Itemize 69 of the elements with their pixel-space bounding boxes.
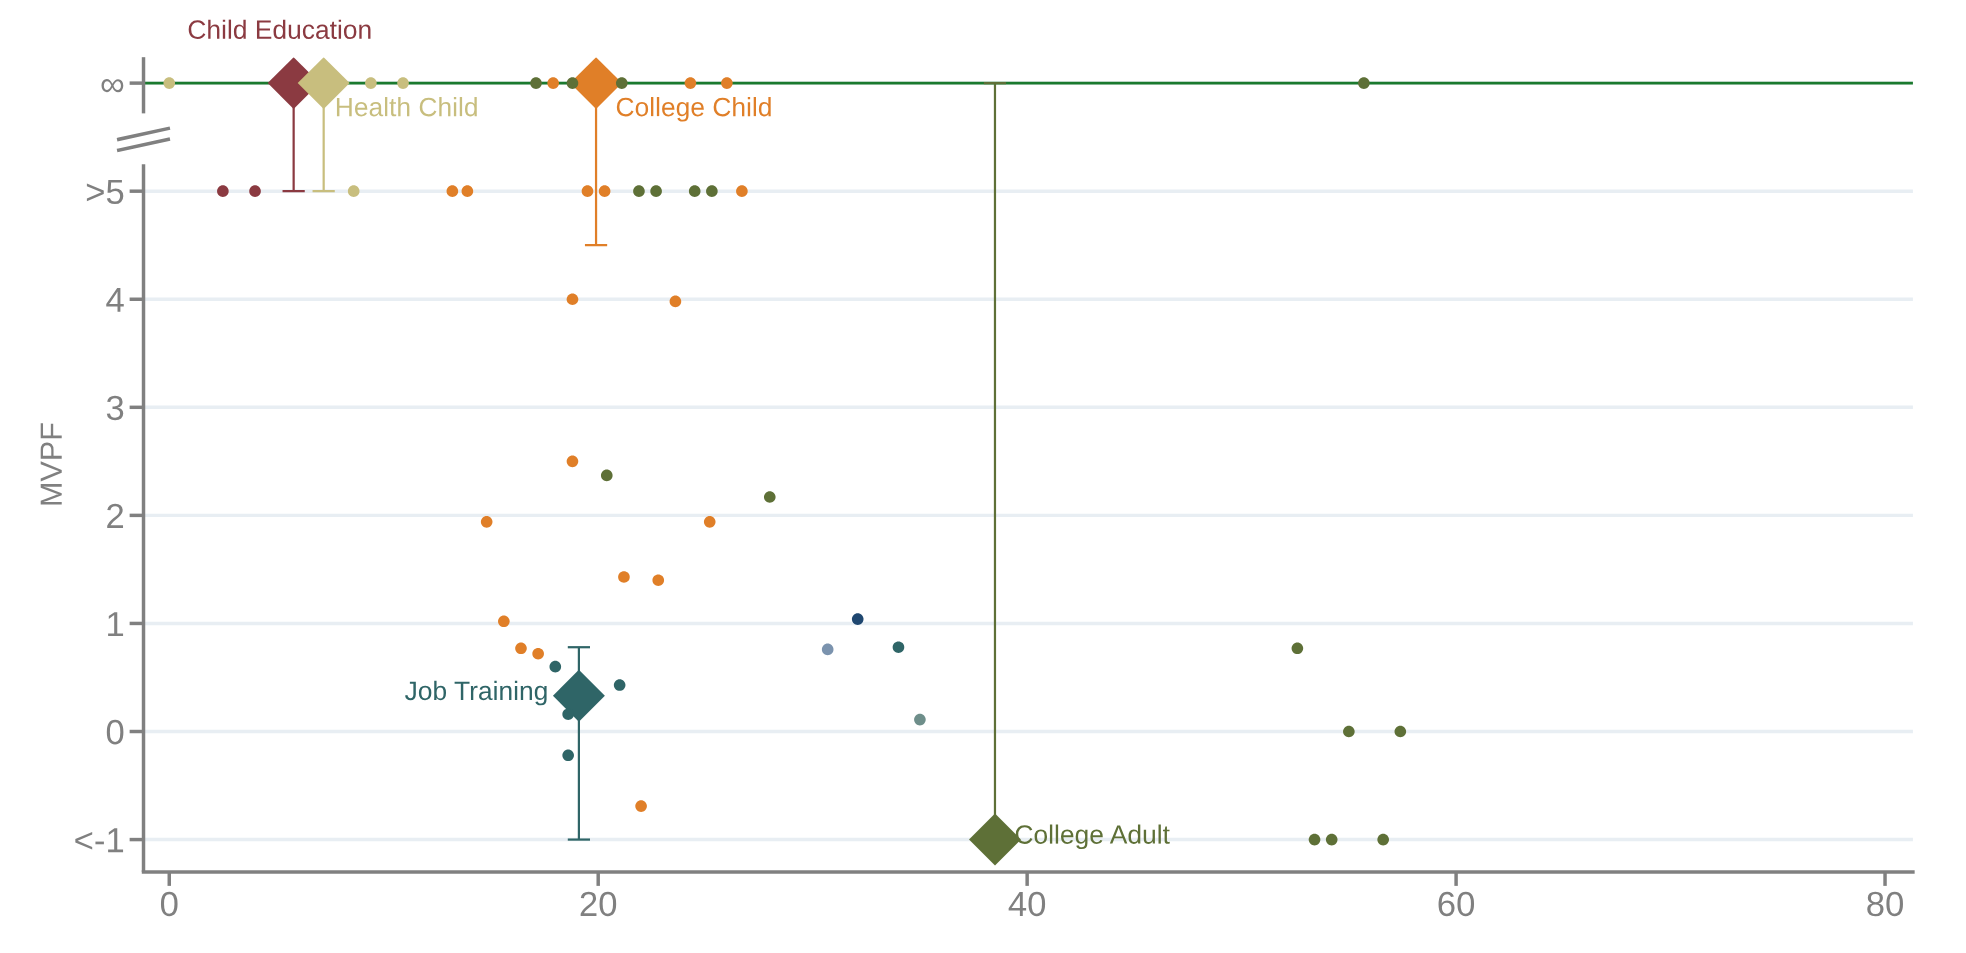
point [892, 641, 905, 654]
point [549, 660, 562, 673]
point [515, 642, 527, 655]
y-tick-label: 4 [106, 287, 124, 312]
point [1291, 642, 1304, 655]
point [566, 455, 579, 468]
series-label: Health Child [336, 97, 477, 117]
point [1343, 725, 1355, 738]
point [613, 679, 626, 691]
point [365, 77, 377, 89]
series-label: Job Training [405, 680, 547, 706]
y-tick-label: ∞ [101, 79, 124, 93]
point [1377, 833, 1389, 846]
x-tick-label: 80 [1867, 891, 1903, 917]
point [480, 516, 493, 528]
point [347, 185, 360, 197]
point [598, 185, 611, 197]
point [736, 185, 748, 197]
point [706, 185, 718, 197]
point [703, 516, 716, 528]
point [532, 647, 544, 660]
y-axis-title: MVPF [40, 423, 62, 505]
y-tick-label: 2 [107, 503, 124, 528]
point [547, 77, 559, 89]
point [1325, 833, 1338, 846]
series-label: Child Education [188, 19, 371, 40]
point [397, 77, 409, 89]
point [581, 185, 594, 197]
point [600, 469, 613, 482]
series-label: College Adult [1015, 824, 1170, 850]
point [652, 574, 665, 587]
point [446, 185, 459, 197]
point [635, 800, 647, 812]
x-tick-label: 20 [580, 891, 617, 917]
point [249, 185, 261, 197]
point [217, 185, 229, 197]
x-tick-label: 0 [160, 891, 178, 917]
point [615, 77, 628, 89]
series-label: College Child [616, 97, 771, 122]
point [684, 77, 697, 89]
y-tick-label: <-1 [75, 828, 124, 853]
y-tick-label: 0 [106, 719, 124, 745]
x-tick-label: 60 [1438, 891, 1475, 917]
point [461, 185, 474, 197]
point [1394, 725, 1407, 738]
x-tick-label: 40 [1008, 891, 1046, 917]
point [562, 749, 574, 762]
point [1308, 833, 1321, 846]
point [851, 613, 864, 625]
point [650, 185, 662, 197]
y-tick-label: >5 [86, 179, 124, 205]
point [566, 77, 579, 89]
y-tick-label: 3 [106, 395, 124, 421]
point [721, 77, 733, 89]
point [669, 295, 682, 308]
point [821, 643, 834, 656]
point [618, 571, 630, 583]
y-tick-label: 1 [108, 612, 124, 637]
point [498, 615, 510, 628]
point [763, 491, 776, 503]
point [530, 77, 542, 89]
point [688, 185, 701, 197]
point [163, 77, 176, 89]
point [566, 293, 579, 306]
point [914, 713, 926, 726]
point [1358, 77, 1370, 89]
point [552, 669, 605, 722]
point [562, 708, 574, 721]
point [633, 185, 645, 197]
